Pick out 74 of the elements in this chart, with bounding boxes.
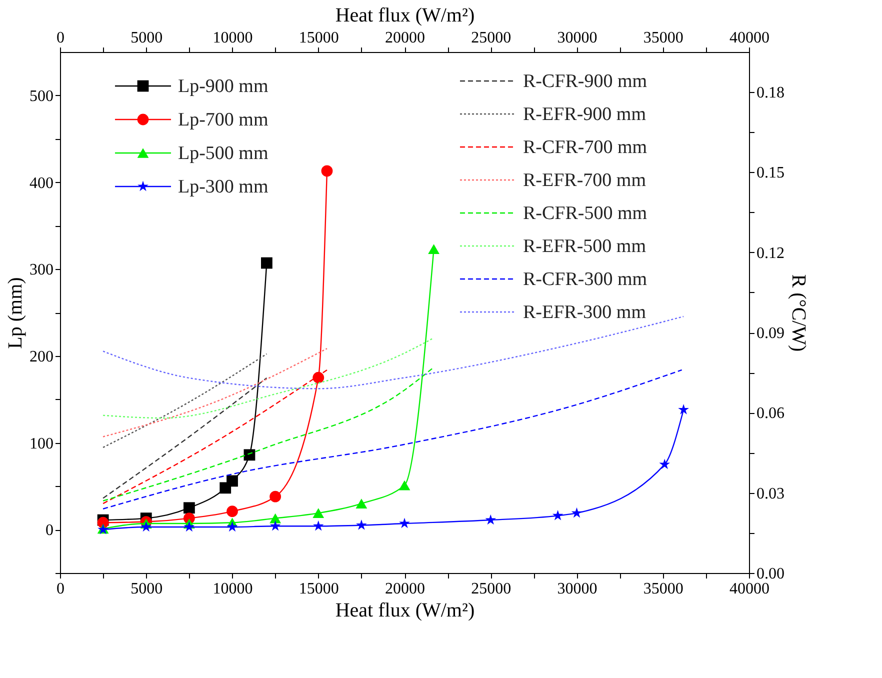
legend-label: R-CFR-700 mm	[523, 137, 648, 158]
x2-tick-label: 35000	[643, 580, 684, 598]
x-tick-label: 35000	[643, 30, 684, 46]
point	[312, 372, 324, 384]
y2-tick-label: 0.18	[756, 84, 784, 102]
y-tick-label: 500	[30, 88, 54, 105]
legend-label: R-CFR-500 mm	[523, 203, 648, 224]
y2-tick-label: 0.15	[756, 164, 784, 182]
legend-label: R-EFR-300 mm	[523, 302, 646, 323]
y2-tick-label: 0.06	[756, 405, 784, 422]
point	[226, 506, 238, 518]
y2-axis-title: R (°C/W)	[788, 274, 810, 352]
y-tick-label: 100	[30, 435, 54, 452]
point	[226, 475, 238, 487]
y2-tick-label: 0.09	[756, 325, 784, 342]
x2-tick-label: 30000	[557, 580, 598, 598]
y-axis-title: Lp (mm)	[4, 277, 26, 349]
point	[183, 502, 195, 514]
point	[399, 518, 410, 528]
y2-tick-label: 0.00	[756, 566, 784, 582]
x2-tick-label: 40000	[730, 580, 770, 598]
line-series	[102, 337, 434, 419]
legend-label: R-EFR-500 mm	[523, 236, 646, 257]
legend-label: R-CFR-300 mm	[523, 269, 648, 290]
x2-tick-label: 15000	[298, 580, 339, 598]
x-axis-title: Heat flux (W/m²)	[335, 600, 475, 622]
x-tick-label: 30000	[557, 30, 598, 46]
point	[261, 257, 272, 269]
y2-tick-label: 0.03	[756, 485, 784, 502]
x2-tick-label: 5000	[130, 580, 163, 598]
legend-label: Lp-900 mm	[178, 76, 268, 97]
x-tick-label: 25000	[471, 30, 512, 46]
point	[571, 507, 582, 518]
point	[356, 520, 367, 530]
point	[270, 520, 281, 531]
point	[184, 521, 195, 532]
x-tick-label: 10000	[212, 30, 253, 46]
x2-axis-title: Heat flux (W/m²)	[335, 4, 475, 26]
line-series	[102, 369, 682, 510]
legend-label: R-CFR-900 mm	[523, 71, 648, 92]
point	[485, 514, 496, 525]
point	[678, 404, 689, 414]
y-tick-label: 0	[46, 522, 54, 540]
y2-tick-label: 0.12	[756, 244, 784, 262]
x2-tick-label: 20000	[385, 580, 425, 598]
point	[321, 165, 333, 177]
point	[312, 520, 324, 531]
point	[356, 498, 368, 508]
x2-tick-label: 25000	[471, 580, 512, 598]
x-tick-label: 40000	[730, 30, 770, 46]
point	[552, 510, 564, 520]
y-tick-label: 300	[30, 262, 54, 279]
legend-label: Lp-300 mm	[178, 176, 268, 198]
x-tick-label: 5000	[130, 30, 163, 46]
point	[398, 480, 410, 490]
x2-tick-label: 0	[56, 580, 64, 598]
point	[244, 449, 256, 461]
x2-tick-label: 10000	[212, 580, 253, 598]
x-tick-label: 20000	[385, 30, 425, 46]
legend-label: Lp-500 mm	[178, 143, 268, 164]
point	[140, 521, 152, 532]
y-tick-label: 200	[30, 348, 54, 366]
x-tick-label: 15000	[298, 30, 339, 46]
legend-label: R-EFR-900 mm	[523, 104, 646, 125]
y-tick-label: 400	[30, 174, 54, 192]
point	[428, 244, 440, 254]
x-tick-label: 0	[56, 30, 64, 46]
point	[270, 513, 282, 524]
point	[312, 508, 324, 518]
point	[226, 521, 238, 532]
point	[270, 490, 282, 502]
legend-label: Lp-700 mm	[178, 110, 268, 130]
legend-label: R-EFR-700 mm	[523, 170, 646, 191]
point	[659, 458, 670, 470]
